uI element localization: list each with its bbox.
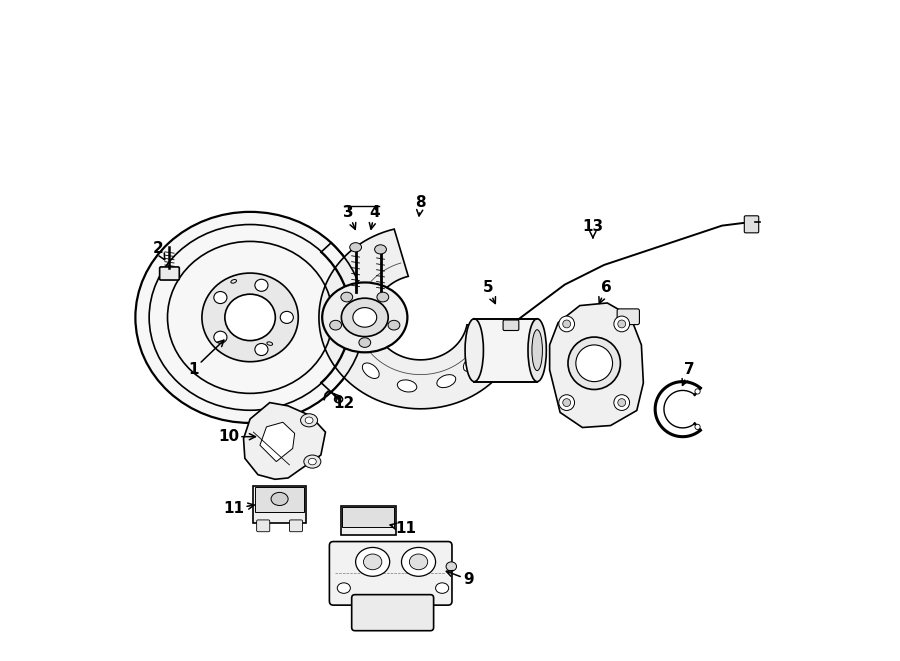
Text: 11: 11 <box>390 521 416 536</box>
Ellipse shape <box>695 389 700 394</box>
Polygon shape <box>255 487 304 512</box>
Ellipse shape <box>305 417 313 424</box>
Ellipse shape <box>225 294 275 340</box>
Ellipse shape <box>359 338 371 348</box>
Polygon shape <box>260 422 294 461</box>
Text: 8: 8 <box>415 195 426 216</box>
Polygon shape <box>550 303 644 428</box>
FancyBboxPatch shape <box>503 320 518 330</box>
Polygon shape <box>319 229 520 408</box>
Text: 7: 7 <box>682 362 695 385</box>
Ellipse shape <box>374 245 386 254</box>
Text: 13: 13 <box>582 219 603 238</box>
Polygon shape <box>340 506 396 535</box>
Ellipse shape <box>202 273 298 362</box>
Ellipse shape <box>614 395 630 410</box>
Ellipse shape <box>304 455 321 468</box>
Ellipse shape <box>309 458 316 465</box>
Ellipse shape <box>343 331 356 350</box>
Ellipse shape <box>562 320 571 328</box>
Ellipse shape <box>576 345 613 381</box>
Text: 9: 9 <box>446 570 473 587</box>
Polygon shape <box>244 403 326 479</box>
Ellipse shape <box>436 583 449 594</box>
Ellipse shape <box>353 307 377 327</box>
Ellipse shape <box>341 292 353 302</box>
Ellipse shape <box>135 212 364 423</box>
Ellipse shape <box>559 316 574 332</box>
Ellipse shape <box>214 331 227 343</box>
Ellipse shape <box>401 547 436 576</box>
FancyBboxPatch shape <box>352 595 434 631</box>
Ellipse shape <box>301 414 318 427</box>
Ellipse shape <box>528 319 546 381</box>
Text: 10: 10 <box>218 429 256 444</box>
Text: 4: 4 <box>369 205 380 229</box>
Ellipse shape <box>617 399 626 407</box>
Ellipse shape <box>363 363 379 379</box>
Text: 2: 2 <box>153 241 165 260</box>
Ellipse shape <box>338 583 350 594</box>
Ellipse shape <box>356 547 390 576</box>
Ellipse shape <box>329 321 341 330</box>
FancyBboxPatch shape <box>290 520 302 531</box>
FancyBboxPatch shape <box>256 520 270 531</box>
FancyBboxPatch shape <box>159 267 179 280</box>
Ellipse shape <box>322 282 408 352</box>
Text: 5: 5 <box>482 280 496 303</box>
Ellipse shape <box>614 316 630 332</box>
Text: 6: 6 <box>598 280 611 303</box>
Ellipse shape <box>465 319 483 381</box>
Polygon shape <box>342 508 394 527</box>
Ellipse shape <box>350 243 362 252</box>
FancyBboxPatch shape <box>617 309 639 325</box>
Ellipse shape <box>695 424 700 430</box>
Ellipse shape <box>255 344 268 356</box>
Ellipse shape <box>568 337 620 389</box>
Ellipse shape <box>388 321 400 330</box>
Polygon shape <box>254 486 306 523</box>
Ellipse shape <box>559 395 574 410</box>
Ellipse shape <box>341 298 388 336</box>
Ellipse shape <box>562 399 571 407</box>
Ellipse shape <box>377 292 389 302</box>
Ellipse shape <box>532 330 543 371</box>
Ellipse shape <box>271 492 288 506</box>
FancyBboxPatch shape <box>329 541 452 605</box>
Ellipse shape <box>397 380 417 392</box>
Text: 12: 12 <box>333 393 355 411</box>
Text: 1: 1 <box>188 340 224 377</box>
FancyBboxPatch shape <box>474 319 537 381</box>
Ellipse shape <box>436 375 455 387</box>
Ellipse shape <box>473 333 487 352</box>
Text: 11: 11 <box>223 501 254 516</box>
Ellipse shape <box>446 562 456 571</box>
Ellipse shape <box>280 311 293 323</box>
Ellipse shape <box>255 279 268 292</box>
Ellipse shape <box>617 320 626 328</box>
Ellipse shape <box>464 355 480 371</box>
Ellipse shape <box>410 554 427 570</box>
Ellipse shape <box>364 554 382 570</box>
FancyBboxPatch shape <box>744 215 759 233</box>
Text: 3: 3 <box>343 205 356 229</box>
Ellipse shape <box>214 292 227 303</box>
